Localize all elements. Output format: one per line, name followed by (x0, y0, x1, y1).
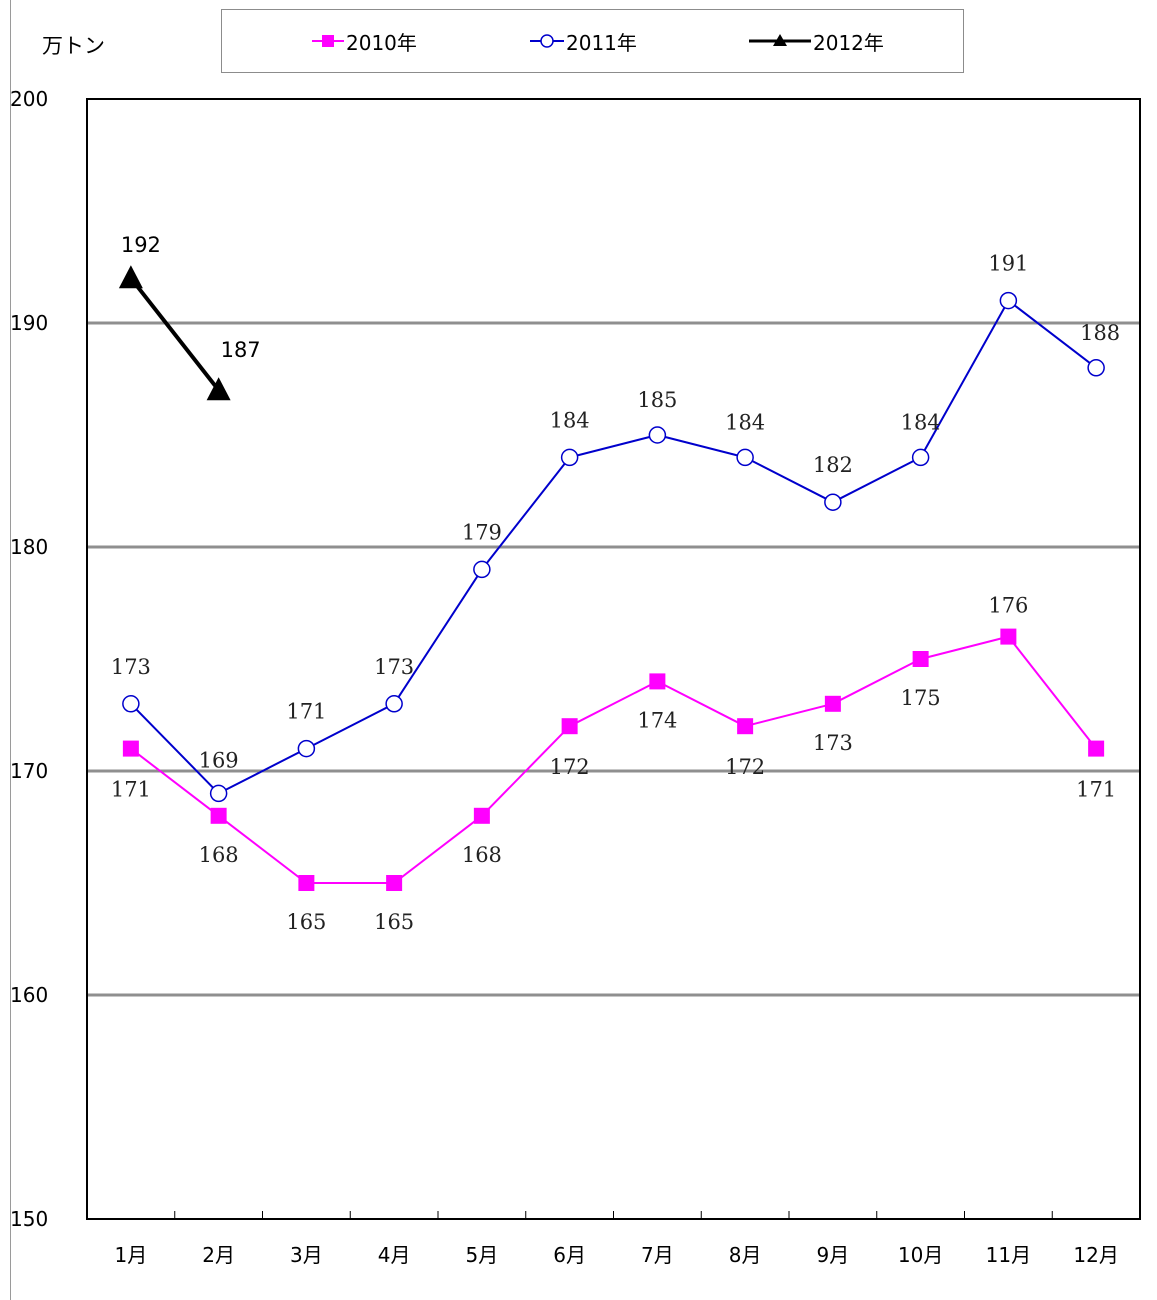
y-tick-label: 170 (10, 759, 48, 783)
data-point-circle (560, 448, 579, 467)
data-point-circle (824, 493, 842, 511)
data-point-circle (122, 695, 140, 713)
data-label: 174 (637, 708, 677, 732)
x-tick-label: 3月 (290, 1243, 323, 1267)
data-point-square (386, 875, 403, 891)
x-tick-label: 5月 (466, 1243, 499, 1267)
legend: 2010年 2011年 2012年 (221, 9, 964, 73)
data-point-square (737, 718, 754, 735)
x-tick-label: 11月 (986, 1243, 1031, 1267)
data-label: 173 (374, 655, 414, 679)
data-point-square (1000, 628, 1017, 645)
x-tick-label: 2月 (202, 1243, 235, 1267)
data-label: 171 (111, 778, 151, 802)
data-label: 182 (813, 453, 853, 477)
gridline (87, 993, 1140, 997)
series-line-1 (130, 635, 1097, 884)
x-tick-label: 7月 (641, 1243, 674, 1267)
data-label: 173 (111, 655, 151, 679)
data-point-square (1088, 740, 1105, 757)
data-label: 184 (550, 408, 590, 432)
data-point-circle (209, 784, 228, 803)
legend-marker-square-icon (312, 35, 344, 47)
data-label: 172 (725, 755, 765, 779)
legend-label-2011: 2011年 (566, 30, 637, 55)
data-point-square (473, 807, 490, 824)
legend-item-2010: 2010年 (312, 10, 417, 72)
data-label: 171 (286, 700, 326, 724)
data-point-square (649, 673, 666, 690)
x-tick-label: 1月 (115, 1243, 148, 1267)
frame-border (10, 0, 11, 1300)
series-line-2 (130, 299, 1097, 795)
gridline (87, 769, 1140, 773)
data-point-circle (297, 739, 316, 758)
x-tick-label: 4月 (378, 1243, 411, 1267)
data-point-circle (473, 560, 491, 579)
y-tick-label: 180 (10, 535, 48, 559)
data-point-circle (385, 695, 403, 713)
data-label: 173 (813, 731, 853, 755)
data-point-circle (648, 426, 667, 444)
data-label: 184 (725, 410, 765, 434)
data-point-circle (1087, 359, 1105, 377)
data-label: 191 (988, 252, 1028, 276)
data-point-square (912, 651, 929, 667)
data-label: 192 (121, 233, 161, 257)
data-label: 165 (374, 910, 414, 934)
y-tick-label: 200 (10, 87, 48, 111)
legend-marker-circle-icon (530, 34, 564, 48)
legend-marker-triangle-icon (749, 34, 811, 46)
data-label: 168 (199, 843, 239, 867)
data-point-circle (999, 291, 1018, 310)
x-tick-label: 8月 (729, 1243, 762, 1267)
data-label: 175 (901, 686, 941, 710)
gridline (87, 321, 1140, 325)
legend-label-2012: 2012年 (813, 30, 884, 55)
plot-area-border (86, 98, 1141, 1220)
gridline (87, 545, 1140, 549)
data-label: 188 (1080, 321, 1120, 345)
data-point-square (122, 740, 139, 757)
data-label: 169 (199, 748, 239, 772)
data-point-square (824, 695, 841, 712)
data-point-triangle (118, 265, 143, 289)
data-label: 179 (462, 520, 502, 544)
legend-item-2012: 2012年 (749, 10, 884, 72)
data-point-triangle (206, 377, 231, 401)
data-point-circle (736, 448, 754, 467)
y-axis-unit-label: 万トン (42, 34, 105, 58)
x-tick-label: 10月 (898, 1243, 943, 1267)
x-tick-label: 6月 (553, 1243, 586, 1267)
legend-label-2010: 2010年 (346, 30, 417, 55)
data-point-square (561, 718, 578, 735)
data-label: 165 (286, 910, 326, 934)
y-tick-label: 190 (10, 311, 48, 335)
data-point-circle (911, 448, 930, 467)
series-line-3 (129, 276, 221, 392)
data-label: 176 (988, 594, 1028, 618)
legend-item-2011: 2011年 (530, 10, 637, 72)
data-label: 168 (462, 843, 502, 867)
data-point-square (210, 807, 227, 824)
y-tick-label: 160 (10, 983, 48, 1007)
y-tick-label: 150 (10, 1207, 48, 1231)
data-label: 184 (901, 410, 941, 434)
x-tick-label: 9月 (817, 1243, 850, 1267)
data-label: 171 (1076, 778, 1116, 802)
data-label: 185 (637, 388, 677, 412)
x-tick-label: 12月 (1073, 1243, 1118, 1267)
data-label: 172 (550, 755, 590, 779)
data-label: 187 (221, 338, 261, 362)
data-point-square (298, 875, 315, 891)
